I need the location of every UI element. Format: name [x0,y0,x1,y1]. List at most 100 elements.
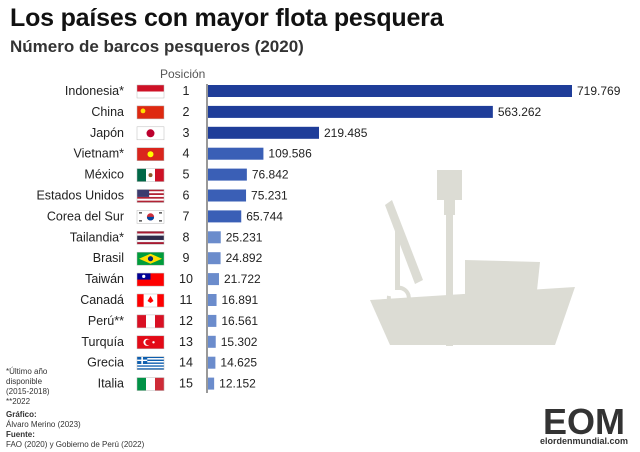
credits: Gráfico: Álvaro Merino (2023) Fuente: FA… [6,410,144,450]
category-label: Tailandia* [70,230,124,244]
chart-title: Los países con mayor flota pesquera [10,4,444,32]
bar-row: Taiwán 10 21.722 [85,272,261,287]
bar-row: Grecia 14 14.625 [87,356,257,370]
value-label: 719.769 [577,84,621,98]
china-flag [136,105,165,120]
chart-subtitle: Número de barcos pesqueros (2020) [10,37,304,56]
position-label: 7 [183,209,190,223]
bar [208,377,215,390]
bar [208,294,217,306]
usa-flag [136,189,165,203]
category-label: Corea del Sur [47,209,124,223]
turkey-flag [136,335,165,350]
value-label: 15.302 [221,335,258,349]
bar [208,314,217,327]
position-label: 15 [179,377,193,391]
value-label: 25.231 [226,230,263,244]
category-label: Italia [98,377,124,391]
category-label: China [91,105,124,119]
eom-logo: EOM [543,401,625,442]
value-label: 75.231 [251,189,288,203]
value-label: 12.152 [219,377,256,391]
thailand-flag [136,231,165,245]
value-label: 65.744 [246,209,283,223]
italy-flag [136,377,165,391]
bar-row: Brasil 9 24.892 [93,251,263,266]
bar [208,105,493,118]
position-label: 4 [183,147,190,161]
bar [208,189,247,202]
value-label: 76.842 [252,168,289,182]
position-label: 11 [180,293,193,307]
position-label: 12 [179,314,193,328]
value-label: 14.625 [220,356,257,370]
bar [208,147,264,160]
chart-credit-label: Gráfico: [6,410,37,419]
position-label: 6 [183,189,190,203]
bar [208,273,219,286]
fishing-boat-icon [370,170,575,346]
bar-row: Italia 15 12.152 [98,377,256,391]
category-label: Brasil [93,251,124,265]
value-label: 563.262 [498,105,542,119]
footnote-1: *Último año disponible (2015-2018) [6,367,50,396]
bar-row: Canadá 11 16.891 [80,293,259,308]
bar [208,85,572,97]
value-label: 24.892 [226,251,263,265]
bar-row: Corea del Sur 7 65.744 [47,209,283,224]
category-label: Japón [90,126,124,140]
source-label: Fuente: [6,430,35,439]
position-label: 8 [183,230,190,244]
source-text: FAO (2020) y Gobierno de Perú (2022) [6,440,145,449]
peru-flag [136,314,165,329]
position-label: 10 [179,272,193,286]
canada-flag [136,293,165,308]
logo-site: elordenmundial.com [539,436,628,446]
greece-flag [136,356,165,370]
value-label: 21.722 [224,272,261,286]
category-label: Perú** [88,314,124,328]
position-header: Posición [160,67,206,81]
category-label: Indonesia* [65,84,124,98]
category-label: Vietnam* [74,147,125,161]
bar-row: Estados Unidos 6 75.231 [36,189,288,203]
position-label: 9 [183,251,190,265]
footnote-2: **2022 [6,397,31,406]
position-label: 5 [183,168,190,182]
value-label: 109.586 [268,147,312,161]
bar-row: Tailandia* 8 25.231 [70,230,263,245]
category-label: Grecia [87,356,124,370]
bar [208,168,247,181]
bar [208,210,242,223]
value-label: 16.561 [221,314,258,328]
category-label: Canadá [80,293,124,307]
indonesia-flag [136,84,165,99]
bar [208,356,216,369]
position-label: 1 [183,84,190,98]
bar-row: China 2 563.262 [91,105,542,120]
bar-row: Turquía 13 15.302 [81,335,258,350]
value-label: 219.485 [324,126,368,140]
position-label: 13 [179,335,193,349]
japan-flag [136,126,165,141]
bar-row: Perú** 12 16.561 [88,314,258,329]
south-korea-flag [136,210,165,224]
bar [208,126,319,139]
mexico-flag [136,168,165,182]
footnotes: *Último año disponible (2015-2018) **202… [6,367,66,407]
brazil-flag [136,251,165,266]
position-label: 3 [183,126,190,140]
logo-letters: EOM [543,401,625,442]
bar-row: Vietnam* 4 109.586 [74,147,312,161]
chart-credit-author: Álvaro Merino (2023) [6,420,81,429]
category-label: Turquía [81,335,124,349]
bar-row: México 5 76.842 [84,168,289,182]
bar [208,252,221,265]
bar [208,231,221,244]
bar-row: Indonesia* 1 719.769 [65,84,621,99]
taiwan-flag [136,272,165,287]
position-label: 14 [179,356,193,370]
category-label: Taiwán [85,272,124,286]
category-label: Estados Unidos [36,189,124,203]
